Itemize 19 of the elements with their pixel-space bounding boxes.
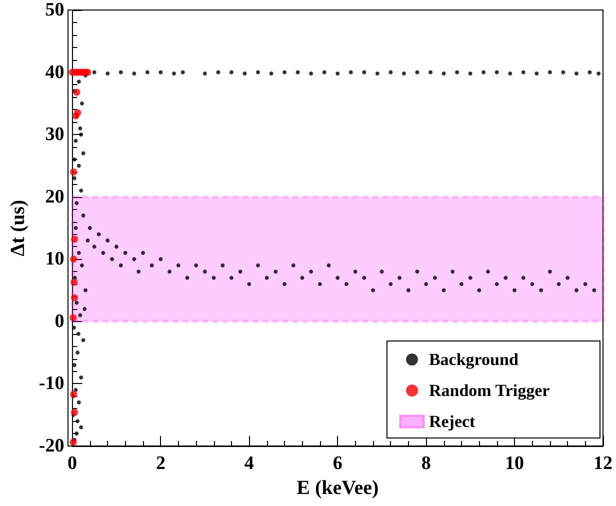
x-tick-label: 10 (505, 453, 524, 474)
y-tick-label: 10 (45, 248, 64, 270)
x-tick-label: 8 (421, 453, 431, 474)
y-tick-label: -10 (38, 373, 64, 394)
legend-label: Reject (428, 412, 476, 431)
y-tick-label: 50 (45, 0, 64, 20)
x-tick-label: 12 (594, 453, 612, 474)
x-tick-label: 2 (156, 453, 166, 474)
y-tick-label: 20 (45, 186, 64, 208)
y-tick-label: 30 (45, 124, 64, 146)
x-axis-title: E (keVee) (296, 477, 379, 499)
x-tick-label: 4 (244, 453, 254, 474)
y-tick-label: -20 (38, 436, 64, 456)
legend-label: Background (428, 350, 519, 369)
y-axis-title: Δt (us) (7, 200, 29, 256)
y-tick-label: 40 (45, 62, 64, 83)
y-tick-label: 0 (54, 310, 64, 332)
x-tick-label: 6 (332, 453, 342, 474)
legend-label: Random Trigger (428, 381, 550, 400)
